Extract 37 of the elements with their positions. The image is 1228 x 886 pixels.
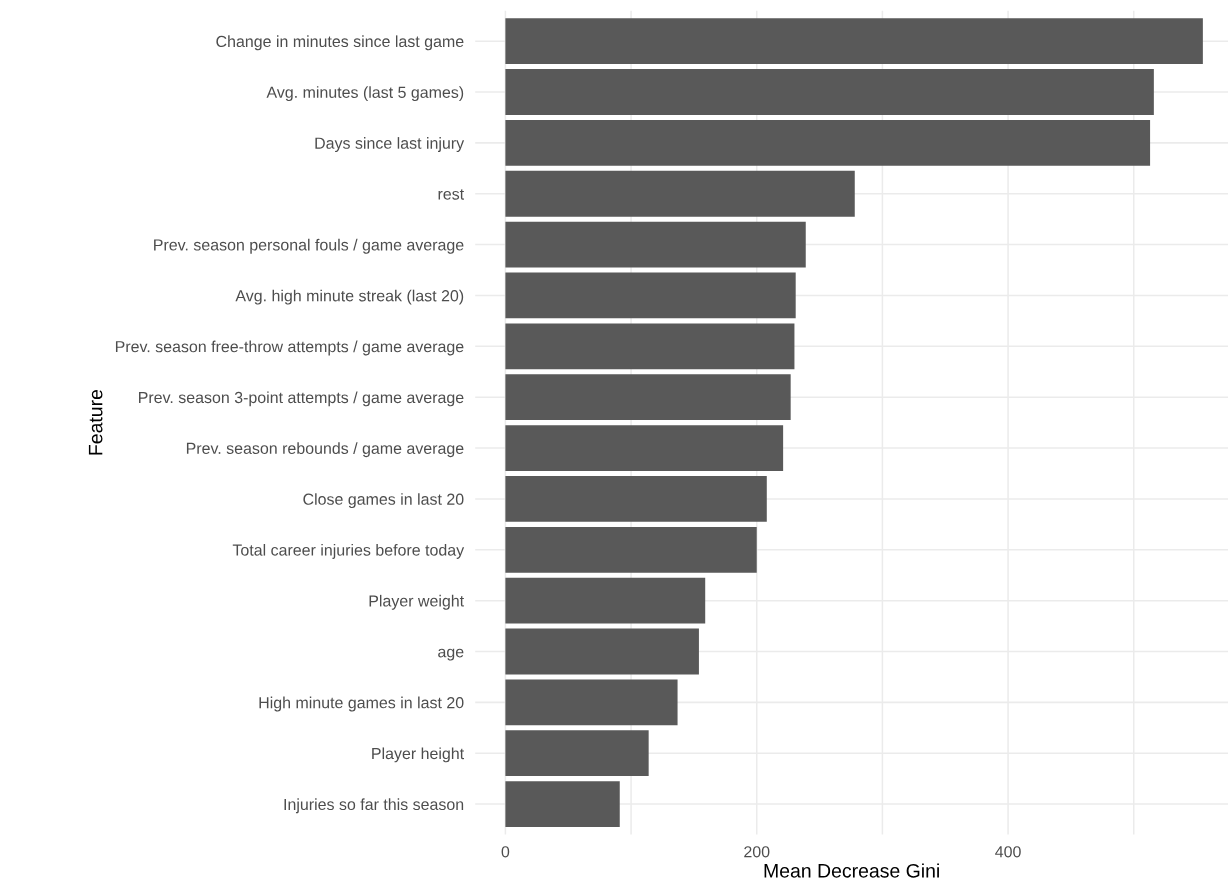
x-tick-label: 200 bbox=[744, 846, 770, 858]
bar bbox=[505, 323, 795, 370]
y-tick-label: Prev. season 3-point attempts / game average bbox=[139, 391, 464, 407]
y-tick-label: Days since last injury bbox=[315, 137, 465, 152]
y-tick-label: High minute games in last 20 bbox=[259, 696, 464, 712]
y-tick-label: Prev. season rebounds / game average bbox=[186, 442, 464, 458]
x-tick-label: 400 bbox=[995, 846, 1021, 858]
y-tick-label: Prev. season personal fouls / game average bbox=[154, 238, 464, 254]
y-tick-label: Prev. season free-throw attempts / game average bbox=[115, 340, 464, 356]
y-tick-label: age bbox=[438, 648, 464, 661]
y-tick-label: Avg. minutes (last 5 games) bbox=[266, 86, 464, 102]
bar bbox=[505, 374, 791, 421]
x-axis-title: Mean Decrease Gini bbox=[764, 863, 939, 878]
bar bbox=[505, 221, 806, 268]
bar bbox=[505, 526, 757, 573]
bar bbox=[505, 781, 620, 827]
x-tick-label: 0 bbox=[501, 846, 510, 858]
bar bbox=[505, 170, 855, 217]
y-tick-label: Injuries so far this season bbox=[284, 798, 464, 814]
y-tick-label: Close games in last 20 bbox=[303, 493, 464, 509]
bar bbox=[505, 730, 649, 777]
y-tick-label: Total career injuries before today bbox=[232, 543, 465, 559]
bar bbox=[505, 18, 1203, 65]
y-tick-label: Player weight bbox=[369, 594, 465, 610]
y-axis-title: Feature bbox=[88, 389, 103, 455]
y-tick-label: Change in minutes since last game bbox=[216, 35, 464, 51]
bar bbox=[505, 69, 1154, 115]
bar bbox=[505, 425, 784, 471]
bar bbox=[505, 272, 796, 319]
bar bbox=[505, 577, 706, 624]
y-tick-label: rest bbox=[438, 189, 465, 200]
bar bbox=[505, 628, 699, 675]
bar bbox=[505, 476, 767, 522]
y-tick-label: Avg. high minute streak (last 20) bbox=[235, 289, 464, 305]
bar bbox=[505, 679, 678, 726]
bar bbox=[505, 119, 1151, 166]
y-tick-label: Player height bbox=[372, 747, 465, 763]
